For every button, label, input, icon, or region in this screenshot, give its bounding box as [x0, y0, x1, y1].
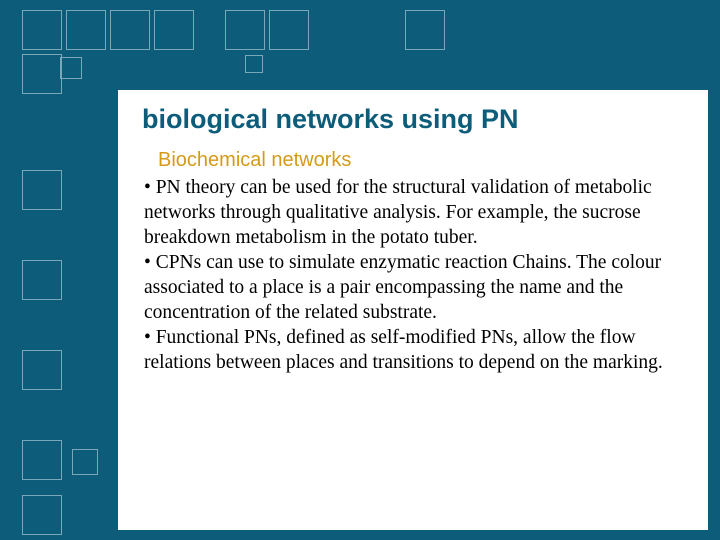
slide-body: • PN theory can be used for the structur…: [144, 176, 680, 376]
decorative-square: [72, 449, 98, 475]
content-panel: biological networks using PN Biochemical…: [118, 90, 708, 530]
decorative-square: [405, 10, 445, 50]
slide-title: biological networks using PN: [142, 104, 680, 135]
decorative-square: [22, 440, 62, 480]
decorative-square: [22, 260, 62, 300]
decorative-square: [22, 350, 62, 390]
decorative-square: [22, 495, 62, 535]
decorative-square: [245, 55, 263, 73]
decorative-square: [22, 54, 62, 94]
decorative-square: [22, 10, 62, 50]
slide-subtitle: Biochemical networks: [158, 149, 680, 172]
decorative-square: [225, 10, 265, 50]
decorative-square: [66, 10, 106, 50]
decorative-square: [110, 10, 150, 50]
decorative-square: [154, 10, 194, 50]
decorative-square: [60, 57, 82, 79]
decorative-square: [269, 10, 309, 50]
decorative-square: [22, 170, 62, 210]
